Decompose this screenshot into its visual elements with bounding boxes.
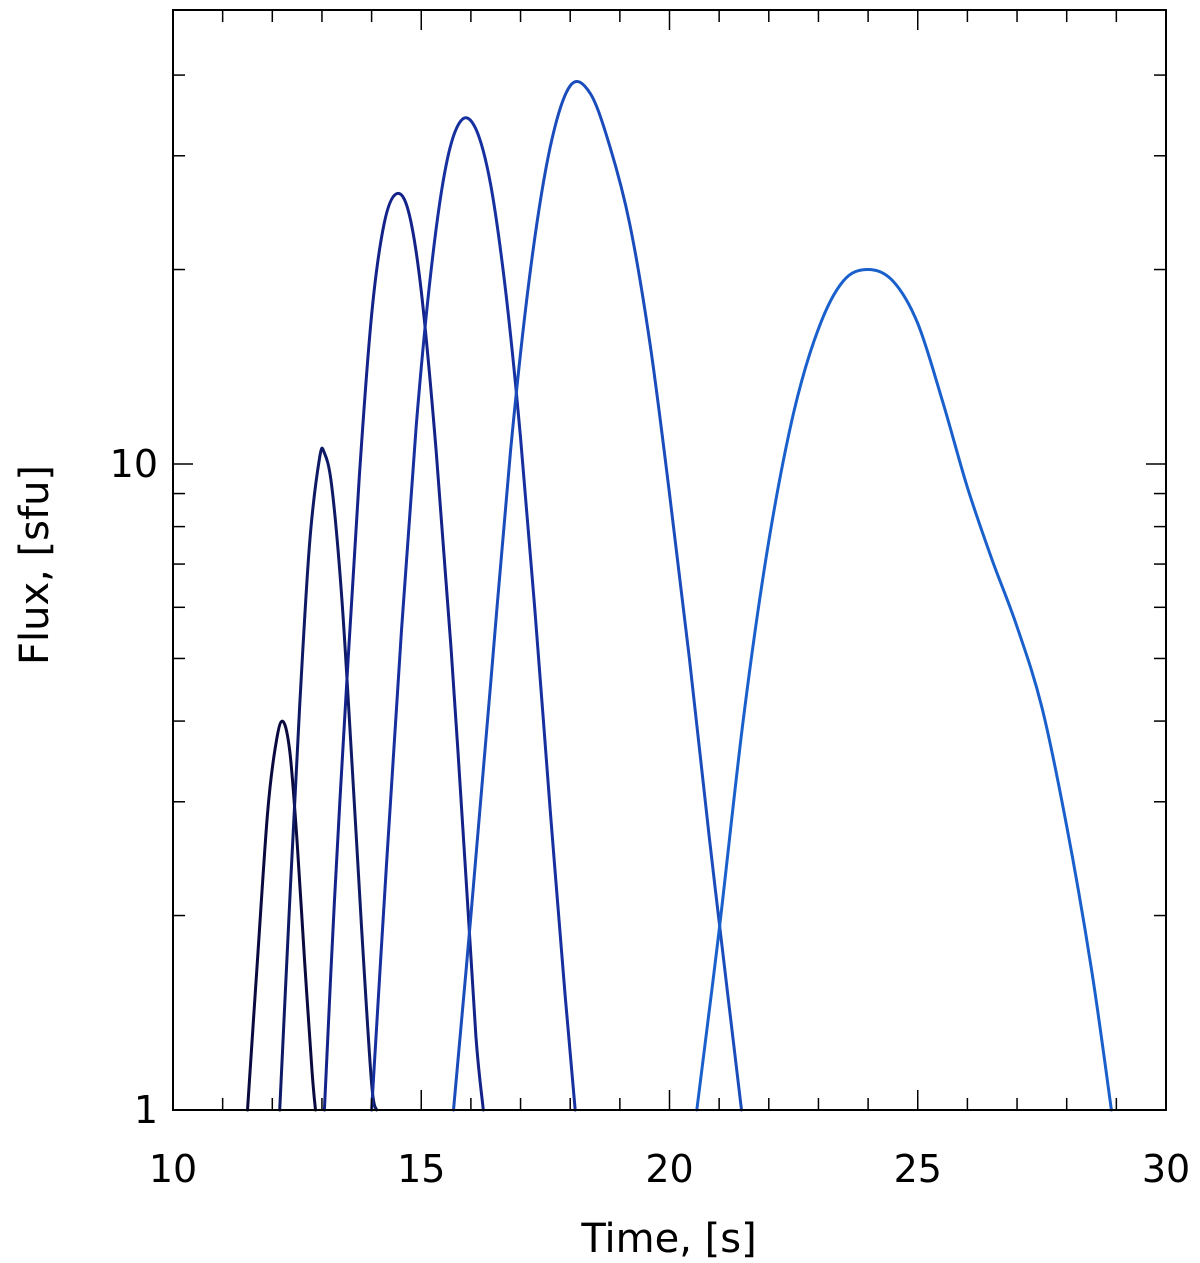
series-1-line [246,719,317,1112]
series-4-line [370,116,577,1112]
x-tick-label: 10 [149,1147,197,1191]
tick-layer [172,10,1167,1111]
y-tick-label: 10 [110,442,158,486]
series-layer [246,80,1113,1112]
series-6-line [695,268,1113,1112]
x-tick-label: 15 [397,1147,445,1191]
label-layer: 10 15 20 25 30 1 10 [110,442,1191,1191]
series-5-line [452,80,743,1112]
series-3-line [322,191,485,1112]
x-tick-label: 25 [894,1147,942,1191]
plot-frame [172,9,1167,1111]
x-tick-label: 30 [1142,1147,1190,1191]
x-tick-label: 20 [645,1147,693,1191]
y-axis-title: Flux, [sfu] [12,465,58,665]
y-tick-label: 1 [134,1088,158,1132]
series-2-line [278,446,379,1112]
x-axis-title: Time, [s] [580,1216,756,1262]
